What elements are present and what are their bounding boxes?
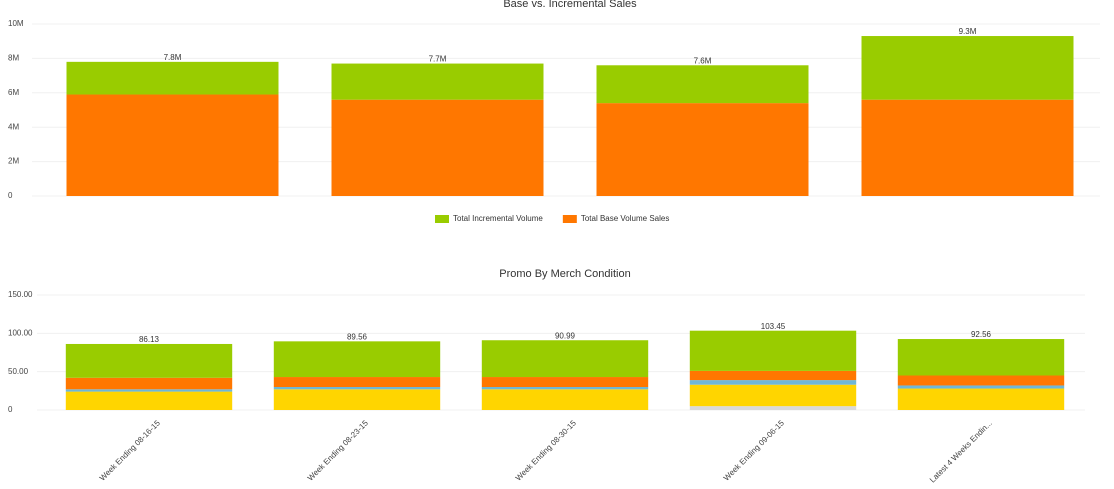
total-label: 103.45 xyxy=(761,322,786,331)
bar-segment xyxy=(861,36,1074,100)
total-label: 7.7M xyxy=(429,55,447,64)
bar-segment xyxy=(481,387,649,390)
bar-segment xyxy=(481,340,649,378)
y-tick-label: 100.00 xyxy=(8,328,33,337)
bar-segment xyxy=(65,391,233,410)
bar-segment xyxy=(273,389,441,410)
bar-segment xyxy=(481,389,649,410)
bar-segment xyxy=(689,330,857,371)
bar-segment xyxy=(66,61,279,95)
x-tick-label: Week Ending 08-16-15 xyxy=(98,418,163,483)
legend-swatch xyxy=(435,215,449,223)
bar-segment xyxy=(596,103,809,196)
total-label: 92.56 xyxy=(971,330,992,339)
bar-segment xyxy=(273,387,441,390)
bar-segment xyxy=(66,94,279,196)
y-tick-label: 0 xyxy=(8,405,13,414)
total-label: 86.13 xyxy=(139,335,160,344)
x-tick-label: Week Ending 09-06-15 xyxy=(722,418,787,483)
y-tick-label: 4M xyxy=(8,122,19,131)
total-label: 7.6M xyxy=(694,56,712,65)
bar-segment xyxy=(65,389,233,392)
y-tick-label: 6M xyxy=(8,88,19,97)
y-tick-label: 8M xyxy=(8,54,19,63)
bar-segment xyxy=(689,380,857,385)
bar-segment xyxy=(897,375,1065,386)
bar-segment xyxy=(897,339,1065,376)
bar-segment xyxy=(65,377,233,390)
total-label: 9.3M xyxy=(959,27,977,36)
bar-segment xyxy=(273,377,441,387)
total-label: 89.56 xyxy=(347,332,368,341)
bar-segment xyxy=(897,388,1065,410)
x-tick-label: Latest 4 Weeks Endin... xyxy=(928,419,994,484)
bar-segment xyxy=(689,406,857,410)
legend-label: Total Base Volume Sales xyxy=(581,214,670,223)
bar-segment xyxy=(689,384,857,407)
y-tick-label: 10M xyxy=(8,19,24,28)
total-label: 90.99 xyxy=(555,331,576,340)
bar-segment xyxy=(897,385,1065,389)
y-tick-label: 150.00 xyxy=(8,290,33,299)
y-tick-label: 2M xyxy=(8,157,19,166)
y-tick-label: 0 xyxy=(8,191,13,200)
bar-segment xyxy=(861,99,1074,196)
bar-segment xyxy=(65,343,233,378)
bar-segment xyxy=(596,65,809,104)
bar-segment xyxy=(689,370,857,381)
y-tick-label: 50.00 xyxy=(8,367,29,376)
bar-segment xyxy=(331,99,544,196)
total-label: 7.8M xyxy=(164,53,182,62)
x-tick-label: Week Ending 08-30-15 xyxy=(514,418,579,483)
bar-segment xyxy=(481,377,649,387)
bar-segment xyxy=(273,341,441,378)
chart-title: Base vs. Incremental Sales xyxy=(503,0,637,10)
chart-title: Promo By Merch Condition xyxy=(499,268,630,280)
bar-segment xyxy=(331,63,544,100)
x-tick-label: Week Ending 08-23-15 xyxy=(306,418,371,483)
legend-swatch xyxy=(562,215,577,223)
legend-label: Total Incremental Volume xyxy=(453,214,543,223)
